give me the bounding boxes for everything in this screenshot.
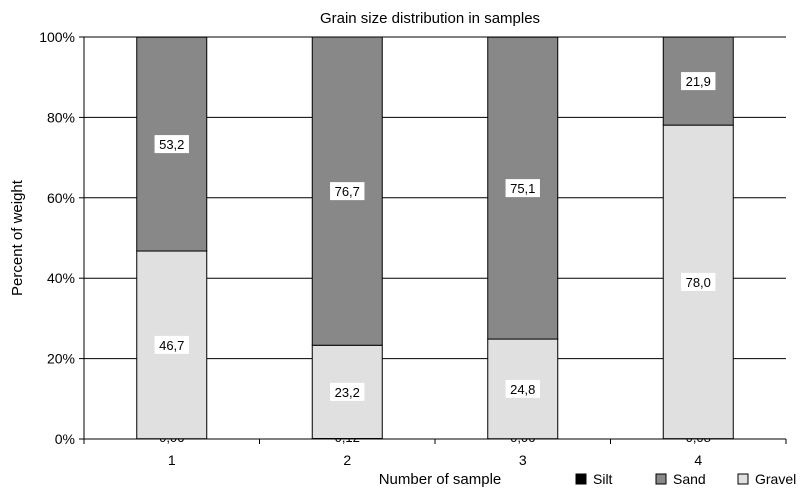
data-label-bg: [681, 72, 716, 91]
y-tick-label: 100%: [39, 29, 75, 45]
data-label-bg: [154, 135, 189, 154]
data-label-bg: [505, 179, 540, 198]
axes: 0% 20% 40% 60% 80% 100% 1 2 3 4: [39, 29, 787, 468]
data-label-bg: [330, 382, 365, 401]
legend-label-silt: Silt: [593, 471, 613, 487]
x-tick-label: 2: [343, 452, 351, 468]
data-label-bg: [505, 379, 540, 398]
x-tick-label: 4: [694, 452, 702, 468]
x-axis-label: Number of sample: [379, 471, 502, 488]
bars: 0,0646,753,20,1223,276,70,0624,875,10,08…: [136, 36, 734, 446]
data-label: 46,7: [159, 338, 184, 353]
y-tick-label: 0%: [55, 431, 75, 447]
legend-label-gravel: Gravel: [755, 471, 796, 487]
data-label-bg: [681, 272, 716, 291]
data-label-bg: [330, 182, 365, 201]
data-label: 76,7: [335, 184, 360, 199]
data-label: 53,2: [159, 137, 184, 152]
data-label: 24,8: [510, 382, 535, 397]
data-label: 78,0: [686, 275, 711, 290]
y-tick-label: 60%: [47, 190, 75, 206]
y-axis-label: Percent of weight: [9, 179, 26, 296]
chart-title: Grain size distribution in samples: [320, 10, 540, 27]
data-label: 75,1: [510, 181, 535, 196]
legend: Silt Sand Gravel: [575, 471, 796, 487]
x-tick-label: 3: [519, 452, 527, 468]
legend-label-sand: Sand: [673, 471, 706, 487]
legend-swatch-silt: [575, 473, 587, 485]
x-tick-label: 1: [168, 452, 176, 468]
data-label: 23,2: [335, 385, 360, 400]
data-label: 21,9: [686, 74, 711, 89]
data-label-bg: [154, 335, 189, 354]
y-tick-label: 20%: [47, 351, 75, 367]
y-tick-label: 40%: [47, 270, 75, 286]
legend-swatch-sand: [655, 473, 667, 485]
y-tick-label: 80%: [47, 109, 75, 125]
legend-swatch-gravel: [737, 473, 749, 485]
